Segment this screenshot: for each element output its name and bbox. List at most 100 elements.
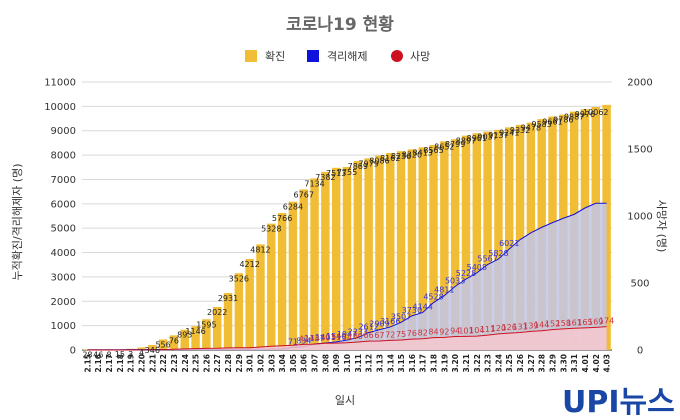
legend-swatch-released xyxy=(307,50,319,62)
data-label-confirmed: 8162 xyxy=(380,154,400,163)
data-label-confirmed: 4212 xyxy=(239,260,259,269)
legend-item-confirmed[interactable]: 확진 xyxy=(245,50,285,63)
x-tick-label: 3.07 xyxy=(311,354,320,373)
bar-confirmed xyxy=(375,155,384,350)
x-tick-label: 2.20 xyxy=(137,354,146,373)
bar-confirmed xyxy=(245,258,254,350)
data-label-released: 2612 xyxy=(358,323,378,332)
bar-confirmed xyxy=(418,147,427,350)
data-label-confirmed: 8799 xyxy=(445,140,465,149)
data-label-released: 4811 xyxy=(434,286,454,295)
bar-confirmed xyxy=(364,158,373,350)
bar-confirmed xyxy=(331,167,341,350)
x-tick-label: 3.04 xyxy=(278,354,287,373)
x-tick-label: 3.14 xyxy=(386,354,395,373)
x-tick-label: 4.01 xyxy=(581,354,590,373)
data-label-deaths: 131 xyxy=(512,322,527,331)
legend-item-deaths[interactable]: 사망 xyxy=(391,50,430,63)
x-tick-label: 3.21 xyxy=(462,354,471,373)
bar-confirmed xyxy=(407,149,417,350)
bar-confirmed xyxy=(483,131,492,350)
data-label-confirmed: 9786 xyxy=(553,116,573,125)
bar-confirmed xyxy=(158,339,168,350)
y-axis-label: 누적확진/격리해제자 (명) xyxy=(10,164,24,281)
x-tick-label: 3.28 xyxy=(538,354,547,373)
data-label-deaths: 101 xyxy=(458,326,473,335)
x-tick-label: 3.22 xyxy=(473,354,482,373)
bar-confirmed xyxy=(429,145,438,350)
data-label-confirmed: 8086 xyxy=(369,157,389,166)
data-label-deaths: 92 xyxy=(439,327,449,336)
data-label-released: 1137 xyxy=(304,334,324,343)
x-tick-label: 2.17 xyxy=(105,354,114,373)
data-label-confirmed: 8897 xyxy=(456,137,476,146)
data-label-deaths: 44 xyxy=(309,334,319,343)
data-label-confirmed: 1595 xyxy=(196,320,216,329)
data-label-confirmed: 7755 xyxy=(337,168,357,177)
x-tick-label: 3.24 xyxy=(494,354,503,373)
x-tick-label: 2.23 xyxy=(170,354,179,373)
x-tick-label: 2.19 xyxy=(127,354,136,373)
data-label-confirmed: 9332 xyxy=(510,126,530,135)
data-label-confirmed: 3526 xyxy=(229,274,249,283)
x-tick-label: 2.26 xyxy=(202,354,211,373)
x-tick-label: 3.12 xyxy=(365,354,374,373)
legend-item-released[interactable]: 격리해제 xyxy=(307,49,367,63)
bar-confirmed xyxy=(267,223,276,350)
data-label-confirmed: 15 xyxy=(115,350,125,359)
bar-confirmed xyxy=(450,139,460,350)
legend: 확진 격리해제 사망 xyxy=(245,49,430,63)
data-label-deaths: 84 xyxy=(428,328,438,337)
area-released xyxy=(87,203,607,350)
area-deaths xyxy=(87,326,607,350)
data-label-confirmed: 4812 xyxy=(250,245,270,254)
x-tick-label: 2.28 xyxy=(224,354,233,373)
data-label-confirmed: 2931 xyxy=(218,294,238,303)
legend-label-deaths: 사망 xyxy=(410,50,430,63)
bar-confirmed xyxy=(353,161,363,350)
x-tick-label: 3.09 xyxy=(332,354,341,373)
data-labels: 28 46 8 15 3 4 3465567689311461595202229313526… xyxy=(82,108,614,359)
data-label-deaths: 60 xyxy=(353,332,363,341)
data-label-released: 1401 xyxy=(315,333,335,342)
x-tick-label: 3.17 xyxy=(419,354,428,373)
line-deaths xyxy=(87,326,607,351)
data-label-released: 3507 xyxy=(391,312,411,321)
y-tick-label: 3000 xyxy=(51,272,76,283)
data-label-confirmed: 5766 xyxy=(272,214,292,223)
x-tick-label: 3.30 xyxy=(559,354,568,373)
data-label-deaths: 94 xyxy=(450,326,460,335)
bar-confirmed xyxy=(386,152,395,350)
data-label-confirmed: 8652 xyxy=(434,142,454,151)
x-tick-label: 2.16 xyxy=(94,354,103,373)
data-label-deaths: 126 xyxy=(502,323,517,332)
data-label-confirmed: 28 xyxy=(82,350,92,359)
data-label-confirmed: 8320 xyxy=(402,150,422,159)
data-label-confirmed: 9478 xyxy=(521,124,541,133)
bar-confirmed xyxy=(191,326,200,350)
data-label-deaths: 158 xyxy=(556,319,571,328)
data-label-confirmed: 7513 xyxy=(326,169,346,178)
data-label-confirmed: 9583 xyxy=(532,120,552,129)
data-label-deaths: 152 xyxy=(545,320,560,329)
data-label-deaths: 104 xyxy=(469,326,484,335)
bar-confirmed xyxy=(234,273,244,350)
x-tick-label: 3.27 xyxy=(527,354,536,373)
data-label-released: 1540 xyxy=(326,332,346,341)
bar-confirmed xyxy=(494,129,503,350)
data-label-confirmed: 8961 xyxy=(467,134,487,143)
data-label-confirmed: 3 xyxy=(128,350,133,359)
y-tick-label: 8000 xyxy=(51,151,76,162)
x-tick-label: 3.25 xyxy=(505,354,514,373)
x-tick-label: 3.02 xyxy=(256,354,265,373)
y2-axis-label: 사망자 (명) xyxy=(655,200,668,253)
data-label-deaths: 76 xyxy=(407,329,417,338)
bar-confirmed xyxy=(202,319,211,350)
data-label-confirmed: 7979 xyxy=(358,159,378,168)
data-label-confirmed: 7134 xyxy=(304,179,324,188)
data-label-confirmed: 7869 xyxy=(348,162,368,171)
data-label-deaths: 169 xyxy=(588,317,603,326)
x-tick-label: 3.23 xyxy=(484,354,493,373)
data-label-confirmed: 893 xyxy=(177,331,192,340)
x-tick-label: 3.11 xyxy=(354,354,363,373)
